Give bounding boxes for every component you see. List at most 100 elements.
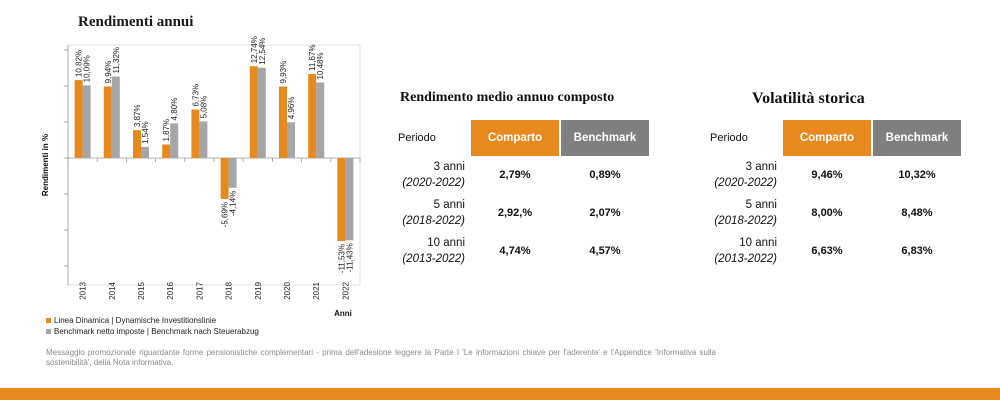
table1-period-header: Periodo [398, 132, 436, 144]
bar-benchmark-2017 [199, 121, 208, 158]
data-label: 6,73% [191, 84, 200, 107]
data-label: 5,08% [199, 96, 208, 119]
data-label: -11,43% [345, 243, 354, 272]
benchmark-value: 8,48% [901, 207, 933, 219]
table-row: 10 anni (2013-2022) 6,63% 6,83% [710, 232, 961, 270]
legend-item-series-1: Linea Dinamica | Dynamische Investitions… [46, 315, 259, 326]
table1-comparto-header: Comparto [471, 120, 559, 156]
period-range: (2018-2022) [402, 215, 465, 227]
bar-comparto-2014 [103, 86, 112, 158]
period-years: 10 anni [739, 237, 777, 249]
period-cell: 3 anni (2020-2022) [710, 156, 781, 194]
period-cell: 10 anni (2013-2022) [710, 232, 781, 270]
period-cell: 5 anni (2018-2022) [710, 194, 781, 232]
legend-label: Linea Dinamica | Dynamische Investitions… [54, 316, 217, 325]
bar-benchmark-2014 [111, 76, 120, 158]
bar-comparto-2022 [337, 158, 346, 242]
data-label: 10,48% [316, 52, 325, 79]
period-range: (2013-2022) [402, 253, 465, 265]
x-tick-label: 2016 [166, 281, 175, 299]
bar-benchmark-2013 [82, 85, 91, 158]
disclaimer-text: Messaggio promozionale riguardante forme… [46, 348, 716, 367]
table-row: 5 anni (2018-2022) 2,92,% 2,07% [398, 194, 649, 232]
period-range: (2020-2022) [402, 177, 465, 189]
x-tick-label: 2013 [79, 281, 88, 299]
table2-volatility: Periodo Comparto Benchmark 3 anni (2020-2… [708, 120, 963, 270]
period-cell: 10 anni (2013-2022) [398, 232, 469, 270]
comparto-value: 4,74% [499, 245, 531, 257]
x-tick-label: 2021 [312, 281, 321, 299]
period-cell: 5 anni (2018-2022) [398, 194, 469, 232]
benchmark-value: 6,83% [901, 245, 933, 257]
bar-comparto-2021 [308, 73, 317, 158]
legend-swatch-grey [46, 329, 51, 334]
data-label: -11,53% [337, 244, 346, 273]
x-tick-label: 2018 [225, 281, 234, 299]
data-label: 3,87% [133, 104, 142, 127]
period-years: 3 anni [433, 161, 465, 173]
bar-benchmark-2019 [257, 67, 266, 158]
table-row: 5 anni (2018-2022) 8,00% 8,48% [710, 194, 961, 232]
x-tick-label: 2019 [254, 281, 263, 299]
bar-benchmark-2015 [141, 146, 149, 158]
y-axis-label: Rendimenti in % [41, 134, 50, 196]
data-label: 1,87% [162, 119, 171, 142]
bar-comparto-2017 [191, 109, 200, 158]
period-range: (2018-2022) [714, 215, 777, 227]
bar-chart: 10,82% 9,94% 3,87% 1,87% 6,73% -5,69% 12,74% 9,… [41, 36, 361, 318]
bar-comparto-2013 [74, 80, 83, 158]
table-row: 3 anni (2020-2022) 9,46% 10,32% [710, 156, 961, 194]
data-label: 12,54% [258, 38, 267, 65]
data-label: 11,67% [308, 44, 317, 71]
bar-benchmark-2021 [316, 82, 325, 158]
period-cell: 3 anni (2020-2022) [398, 156, 469, 194]
bar-comparto-2016 [162, 144, 171, 158]
data-label: -5,69% [221, 202, 230, 227]
bar-benchmark-2022 [345, 158, 354, 241]
x-tick-label: 2022 [341, 281, 350, 299]
table2-benchmark-header: Benchmark [873, 120, 961, 156]
legend-item-series-2: Benchmark netto imposte | Benchmark nach… [46, 326, 259, 337]
bar-benchmark-2016 [170, 123, 179, 158]
table-row: 10 anni (2013-2022) 4,74% 4,57% [398, 232, 649, 270]
bar-benchmark-2020 [287, 122, 295, 158]
data-label: 9,94% [104, 61, 113, 84]
data-label: 9,93% [279, 61, 288, 84]
bar-comparto-2018 [220, 158, 229, 199]
bar-comparto-2019 [249, 66, 258, 158]
x-tick-label: 2020 [283, 281, 292, 299]
bar-comparto-2020 [279, 86, 287, 158]
data-label: 1,54% [141, 121, 150, 144]
period-years: 5 anni [745, 199, 777, 211]
x-tick-label: 2015 [137, 281, 146, 299]
period-range: (2013-2022) [714, 253, 777, 265]
x-axis-label: Anni [334, 309, 352, 318]
comparto-value: 8,00% [811, 207, 843, 219]
comparto-value: 9,46% [811, 169, 843, 181]
period-years: 5 anni [433, 199, 465, 211]
legend-label: Benchmark netto imposte | Benchmark nach… [54, 327, 259, 336]
comparto-value: 2,92,% [497, 207, 533, 219]
x-tick-label: 2014 [108, 281, 117, 299]
bar-benchmark-2018 [228, 158, 237, 188]
bar-comparto-2015 [133, 130, 141, 158]
benchmark-value: 4,57% [589, 245, 621, 257]
data-label: 4,96% [287, 97, 296, 120]
table2-title: Volatilità storica [752, 90, 865, 107]
period-years: 10 anni [427, 237, 465, 249]
table2-comparto-header: Comparto [783, 120, 871, 156]
data-label: 10,82% [75, 50, 84, 77]
period-range: (2020-2022) [714, 177, 777, 189]
comparto-value: 2,79% [499, 169, 531, 181]
comparto-value: 6,63% [811, 245, 843, 257]
data-label: 10,09% [83, 55, 92, 82]
table-row: 3 anni (2020-2022) 2,79% 0,89% [398, 156, 649, 194]
benchmark-value: 10,32% [898, 169, 936, 181]
table1-title: Rendimento medio annuo composto [400, 90, 615, 105]
table1-benchmark-header: Benchmark [561, 120, 649, 156]
chart-title: Rendimenti annui [78, 14, 194, 30]
chart-legend: Linea Dinamica | Dynamische Investitions… [46, 315, 259, 337]
table1-compound-return: Periodo Comparto Benchmark 3 anni (2020-2… [396, 120, 651, 270]
x-tick-label: 2017 [195, 281, 204, 299]
bottom-accent-bar [0, 388, 1000, 400]
